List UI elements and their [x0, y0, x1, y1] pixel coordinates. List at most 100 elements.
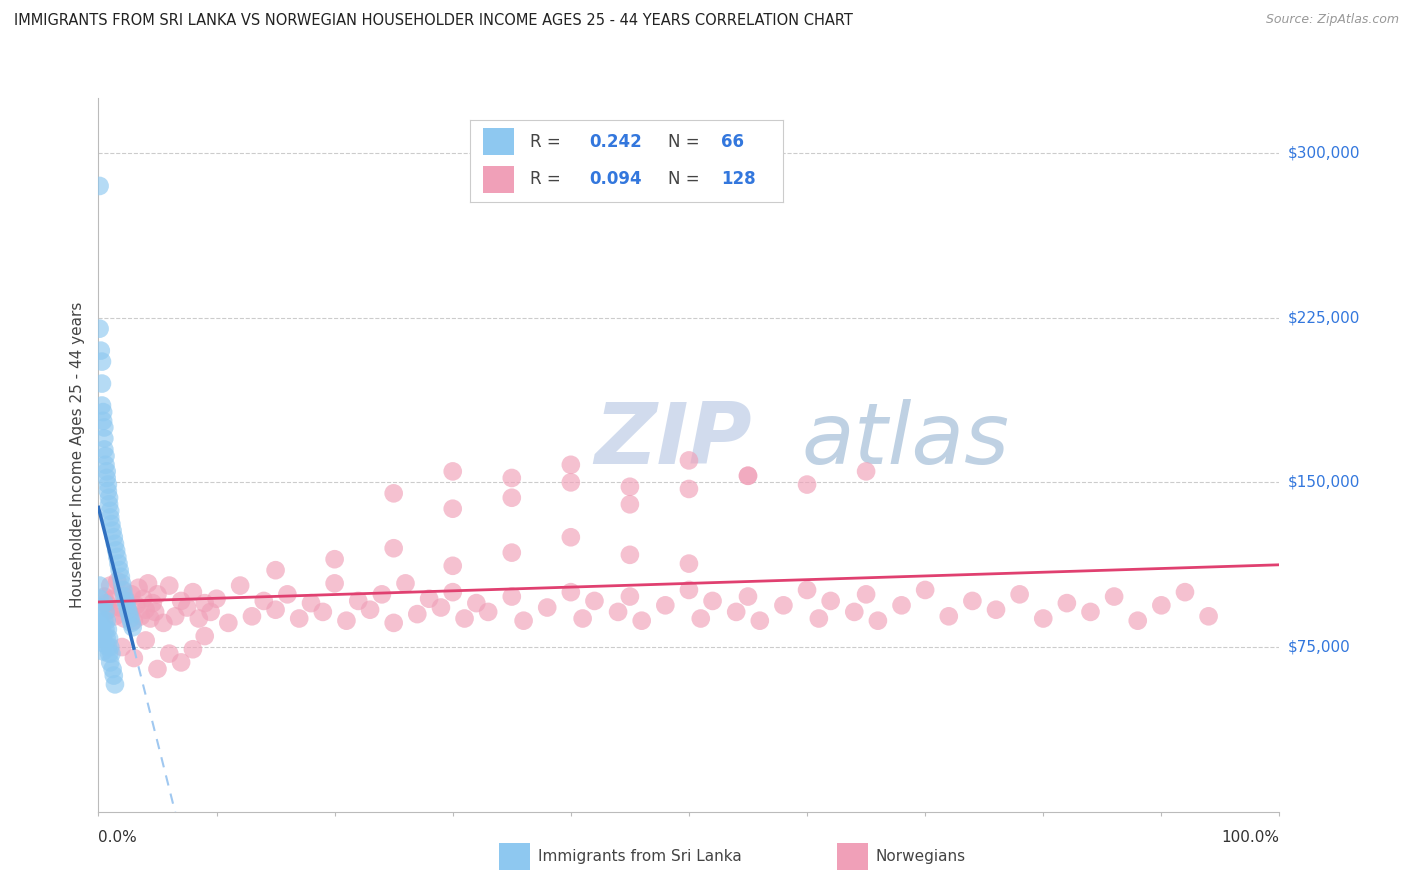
Point	[152, 615, 174, 630]
Point	[430, 600, 453, 615]
Point	[619, 548, 641, 562]
Point	[121, 615, 143, 630]
Text: IMMIGRANTS FROM SRI LANKA VS NORWEGIAN HOUSEHOLDER INCOME AGES 25 - 44 YEARS COR: IMMIGRANTS FROM SRI LANKA VS NORWEGIAN H…	[14, 13, 853, 29]
Point	[607, 605, 630, 619]
Point	[91, 405, 114, 419]
Point	[205, 591, 228, 606]
Text: $75,000: $75,000	[1288, 640, 1351, 655]
Point	[441, 501, 464, 516]
Point	[560, 530, 582, 544]
Point	[1126, 614, 1149, 628]
Text: $300,000: $300,000	[1288, 145, 1360, 161]
Point	[323, 576, 346, 591]
Text: Immigrants from Sri Lanka: Immigrants from Sri Lanka	[538, 849, 742, 863]
Point	[181, 642, 204, 657]
Text: ZIP: ZIP	[595, 399, 752, 483]
Point	[125, 599, 148, 613]
Point	[229, 578, 252, 592]
Point	[654, 599, 676, 613]
Point	[89, 611, 111, 625]
Point	[103, 668, 125, 682]
Point	[501, 491, 523, 505]
Text: 0.0%: 0.0%	[98, 830, 138, 845]
Point	[104, 609, 127, 624]
Point	[128, 581, 150, 595]
Point	[98, 504, 121, 518]
Point	[1102, 590, 1125, 604]
Point	[118, 605, 141, 619]
Point	[112, 611, 135, 625]
Y-axis label: Householder Income Ages 25 - 44 years: Householder Income Ages 25 - 44 years	[70, 301, 86, 608]
Point	[359, 603, 381, 617]
Point	[111, 576, 134, 591]
Point	[97, 477, 120, 491]
Point	[418, 591, 440, 606]
Point	[98, 640, 121, 654]
Point	[120, 611, 142, 625]
Point	[382, 615, 405, 630]
Point	[371, 587, 394, 601]
Point	[94, 623, 117, 637]
Point	[94, 449, 117, 463]
Point	[122, 651, 145, 665]
Point	[501, 546, 523, 560]
Point	[737, 590, 759, 604]
Point	[98, 647, 121, 661]
Point	[1080, 605, 1102, 619]
Point	[117, 603, 139, 617]
Text: 0.242: 0.242	[589, 133, 643, 151]
Point	[112, 582, 135, 597]
Point	[288, 611, 311, 625]
Point	[146, 662, 169, 676]
Point	[114, 594, 136, 608]
Point	[181, 585, 204, 599]
Point	[136, 576, 159, 591]
Point	[89, 178, 111, 193]
Point	[98, 603, 121, 617]
Point	[962, 594, 984, 608]
Point	[98, 497, 121, 511]
Point	[98, 632, 121, 646]
Point	[91, 414, 114, 428]
Point	[98, 656, 121, 670]
Point	[94, 458, 117, 472]
Point	[807, 611, 830, 625]
Point	[121, 587, 143, 601]
Point	[382, 486, 405, 500]
Point	[135, 603, 157, 617]
Point	[94, 605, 117, 619]
Point	[441, 464, 464, 478]
Point	[98, 578, 121, 592]
Text: $225,000: $225,000	[1288, 310, 1360, 326]
Point	[115, 599, 138, 613]
Point	[453, 611, 475, 625]
Point	[441, 558, 464, 573]
Text: 0.094: 0.094	[589, 170, 643, 188]
Point	[135, 633, 157, 648]
Point	[96, 614, 118, 628]
Point	[93, 596, 115, 610]
Point	[96, 464, 118, 478]
Point	[187, 611, 209, 625]
Point	[855, 464, 877, 478]
Point	[115, 594, 138, 608]
Point	[100, 647, 122, 661]
Text: Norwegians: Norwegians	[876, 849, 966, 863]
Point	[93, 614, 115, 628]
Point	[93, 420, 115, 434]
Point	[96, 471, 118, 485]
Point	[170, 594, 193, 608]
Point	[501, 471, 523, 485]
Point	[382, 541, 405, 556]
Point	[93, 442, 115, 457]
Point	[737, 468, 759, 483]
Point	[96, 632, 118, 646]
Point	[217, 615, 239, 630]
Point	[132, 591, 155, 606]
Point	[394, 576, 416, 591]
Point	[1174, 585, 1197, 599]
Point	[105, 549, 128, 564]
Text: 128: 128	[721, 170, 755, 188]
Point	[129, 609, 152, 624]
Point	[512, 614, 534, 628]
